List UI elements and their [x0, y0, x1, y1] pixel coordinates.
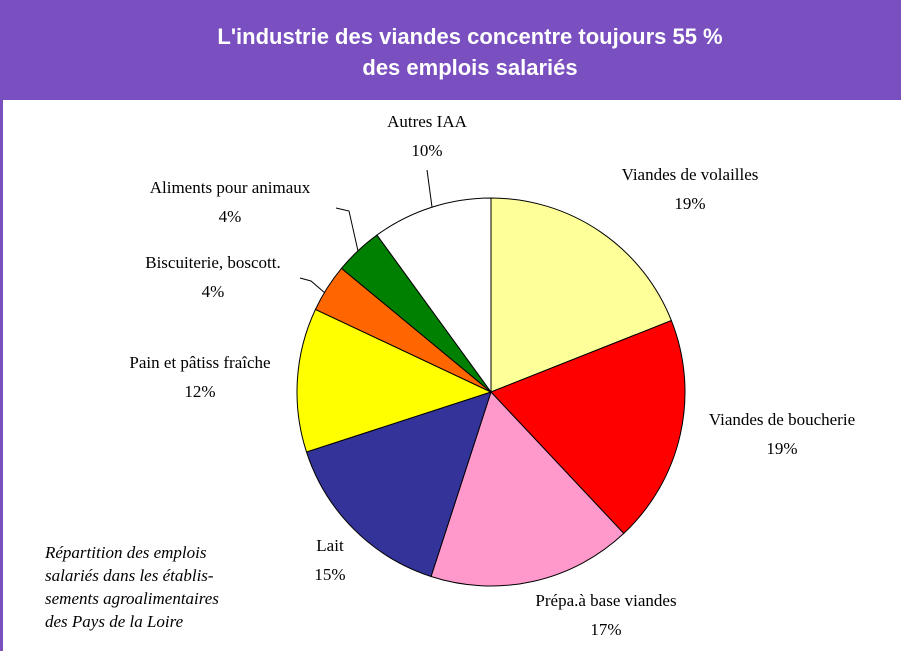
leader-lines — [299, 169, 433, 294]
slice-value-label: 17% — [590, 620, 621, 639]
leader-line — [299, 277, 326, 294]
chart-title: des emplois salariés — [362, 55, 577, 80]
slice-label: Aliments pour animaux — [150, 178, 311, 197]
left-border — [0, 100, 3, 651]
pie-slice — [490, 319, 686, 535]
slice-value-label: 10% — [411, 141, 442, 160]
slice-label: Prépa.à base viandes — [535, 591, 676, 610]
slice-label: Pain et pâtiss fraîche — [129, 353, 270, 372]
pie-slice — [430, 391, 625, 587]
caption: des Pays de la Loire — [45, 612, 184, 631]
header-band — [0, 0, 901, 100]
pie-slice — [490, 197, 673, 393]
pie-slice — [296, 308, 493, 453]
slice-value-label: 19% — [766, 439, 797, 458]
caption: sements agroalimentaires — [45, 589, 219, 608]
leader-line — [335, 207, 359, 252]
leader-line — [426, 169, 433, 208]
caption: Répartition des emplois — [44, 543, 207, 562]
slice-label: Autres IAA — [387, 112, 468, 131]
slice-label: Lait — [316, 536, 344, 555]
slice-value-label: 15% — [314, 565, 345, 584]
caption: salariés dans les établis- — [45, 566, 214, 585]
slice-label: Viandes de volailles — [622, 165, 759, 184]
chart-title: L'industrie des viandes concentre toujou… — [217, 24, 722, 49]
slice-value-label: 4% — [219, 207, 242, 226]
slice-value-label: 12% — [184, 382, 215, 401]
slice-value-label: 19% — [674, 194, 705, 213]
slice-label: Biscuiterie, boscott. — [145, 253, 281, 272]
slice-value-label: 4% — [202, 282, 225, 301]
pie-slice — [305, 391, 492, 578]
slice-label: Viandes de boucherie — [709, 410, 855, 429]
pie-slice — [376, 197, 492, 394]
